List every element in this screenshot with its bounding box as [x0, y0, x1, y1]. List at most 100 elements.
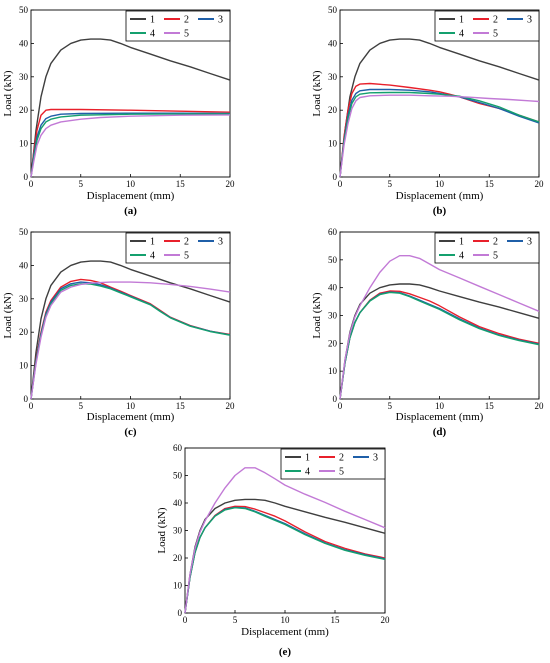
legend-label-2: 2: [493, 237, 498, 248]
y-tick-label: 30: [328, 72, 338, 82]
legend-box: [434, 10, 540, 42]
panel-label: (d): [433, 426, 447, 438]
series-line-1: [30, 260, 231, 400]
x-tick-label: 5: [388, 401, 393, 411]
y-axis-label: Load (kN): [156, 507, 168, 553]
x-tick-label: 20: [381, 615, 391, 625]
legend-label-1: 1: [459, 237, 464, 248]
x-tick-label: 15: [176, 401, 186, 411]
legend-label-5: 5: [493, 29, 498, 40]
x-tick-label: 5: [233, 615, 238, 625]
x-axis-label: Displacement (mm): [396, 411, 484, 423]
y-tick-label: 10: [173, 581, 183, 591]
y-axis-label: Load (kN): [2, 70, 14, 116]
x-tick-label: 20: [535, 401, 545, 411]
x-tick-label: 10: [126, 179, 136, 189]
series-line-3: [30, 112, 231, 178]
y-tick-label: 50: [19, 227, 29, 237]
legend-label-5: 5: [493, 251, 498, 262]
legend-label-1: 1: [150, 15, 155, 26]
x-tick-label: 0: [338, 179, 343, 189]
x-tick-label: 10: [126, 401, 136, 411]
y-tick-label: 40: [173, 498, 183, 508]
legend-label-5: 5: [184, 251, 189, 262]
panel-label: (e): [279, 646, 292, 658]
y-tick-label: 0: [24, 394, 29, 404]
x-tick-label: 20: [226, 401, 236, 411]
series-line-3: [339, 88, 540, 178]
legend-box: [434, 232, 540, 264]
y-tick-label: 50: [328, 255, 338, 265]
legend-label-5: 5: [184, 29, 189, 40]
series-line-4: [184, 507, 386, 614]
legend-label-5: 5: [339, 467, 344, 478]
legend-label-2: 2: [184, 15, 189, 26]
y-tick-label: 60: [328, 227, 338, 237]
y-tick-label: 10: [19, 361, 29, 371]
y-tick-label: 0: [333, 394, 338, 404]
legend-label-4: 4: [150, 29, 155, 40]
y-tick-label: 10: [328, 139, 338, 149]
x-tick-label: 5: [79, 179, 84, 189]
legend-label-4: 4: [305, 467, 310, 478]
y-tick-label: 20: [328, 105, 338, 115]
y-tick-label: 60: [173, 443, 183, 453]
x-tick-label: 15: [176, 179, 186, 189]
y-tick-label: 30: [173, 526, 183, 536]
y-axis-label: Load (kN): [2, 292, 14, 338]
legend-label-3: 3: [373, 453, 378, 464]
series-line-4: [30, 283, 231, 400]
y-tick-label: 0: [178, 608, 183, 618]
y-tick-label: 20: [173, 553, 183, 563]
legend-label-1: 1: [150, 237, 155, 248]
legend-label-3: 3: [527, 237, 532, 248]
series-line-4: [339, 291, 540, 400]
series-line-3: [30, 281, 231, 400]
legend-label-4: 4: [459, 29, 464, 40]
panel-label: (a): [124, 205, 137, 217]
y-tick-label: 0: [333, 172, 338, 182]
series-line-5: [30, 114, 231, 178]
legend-label-3: 3: [527, 15, 532, 26]
y-tick-label: 50: [328, 5, 338, 15]
series-line-4: [339, 91, 540, 178]
legend-label-1: 1: [459, 15, 464, 26]
x-tick-label: 20: [226, 179, 236, 189]
legend-label-4: 4: [459, 251, 464, 262]
series-line-4: [30, 113, 230, 178]
x-axis-label: Displacement (mm): [241, 626, 329, 638]
x-tick-label: 15: [485, 401, 495, 411]
x-axis-label: Displacement (mm): [396, 190, 484, 202]
legend-label-3: 3: [218, 237, 223, 248]
y-tick-label: 40: [328, 283, 338, 293]
series-line-2: [184, 505, 386, 614]
y-tick-label: 20: [328, 338, 338, 348]
y-tick-label: 30: [19, 294, 29, 304]
y-tick-label: 10: [328, 366, 338, 376]
series-line-2: [339, 290, 540, 400]
x-tick-label: 0: [29, 179, 34, 189]
y-tick-label: 50: [173, 471, 183, 481]
series-line-2: [30, 108, 231, 178]
x-tick-label: 10: [435, 179, 445, 189]
legend-box: [125, 10, 231, 42]
series-line-5: [30, 281, 231, 400]
series-line-1: [339, 38, 540, 178]
legend-label-4: 4: [150, 251, 155, 262]
x-tick-label: 15: [331, 615, 341, 625]
x-tick-label: 20: [535, 179, 545, 189]
y-tick-label: 20: [19, 327, 29, 337]
series-line-1: [30, 38, 231, 178]
panel-label: (c): [124, 426, 137, 438]
x-tick-label: 5: [79, 401, 84, 411]
y-axis-label: Load (kN): [311, 70, 323, 116]
y-tick-label: 40: [19, 38, 29, 48]
x-axis-label: Displacement (mm): [87, 411, 175, 423]
x-tick-label: 5: [388, 179, 393, 189]
x-tick-label: 0: [29, 401, 34, 411]
